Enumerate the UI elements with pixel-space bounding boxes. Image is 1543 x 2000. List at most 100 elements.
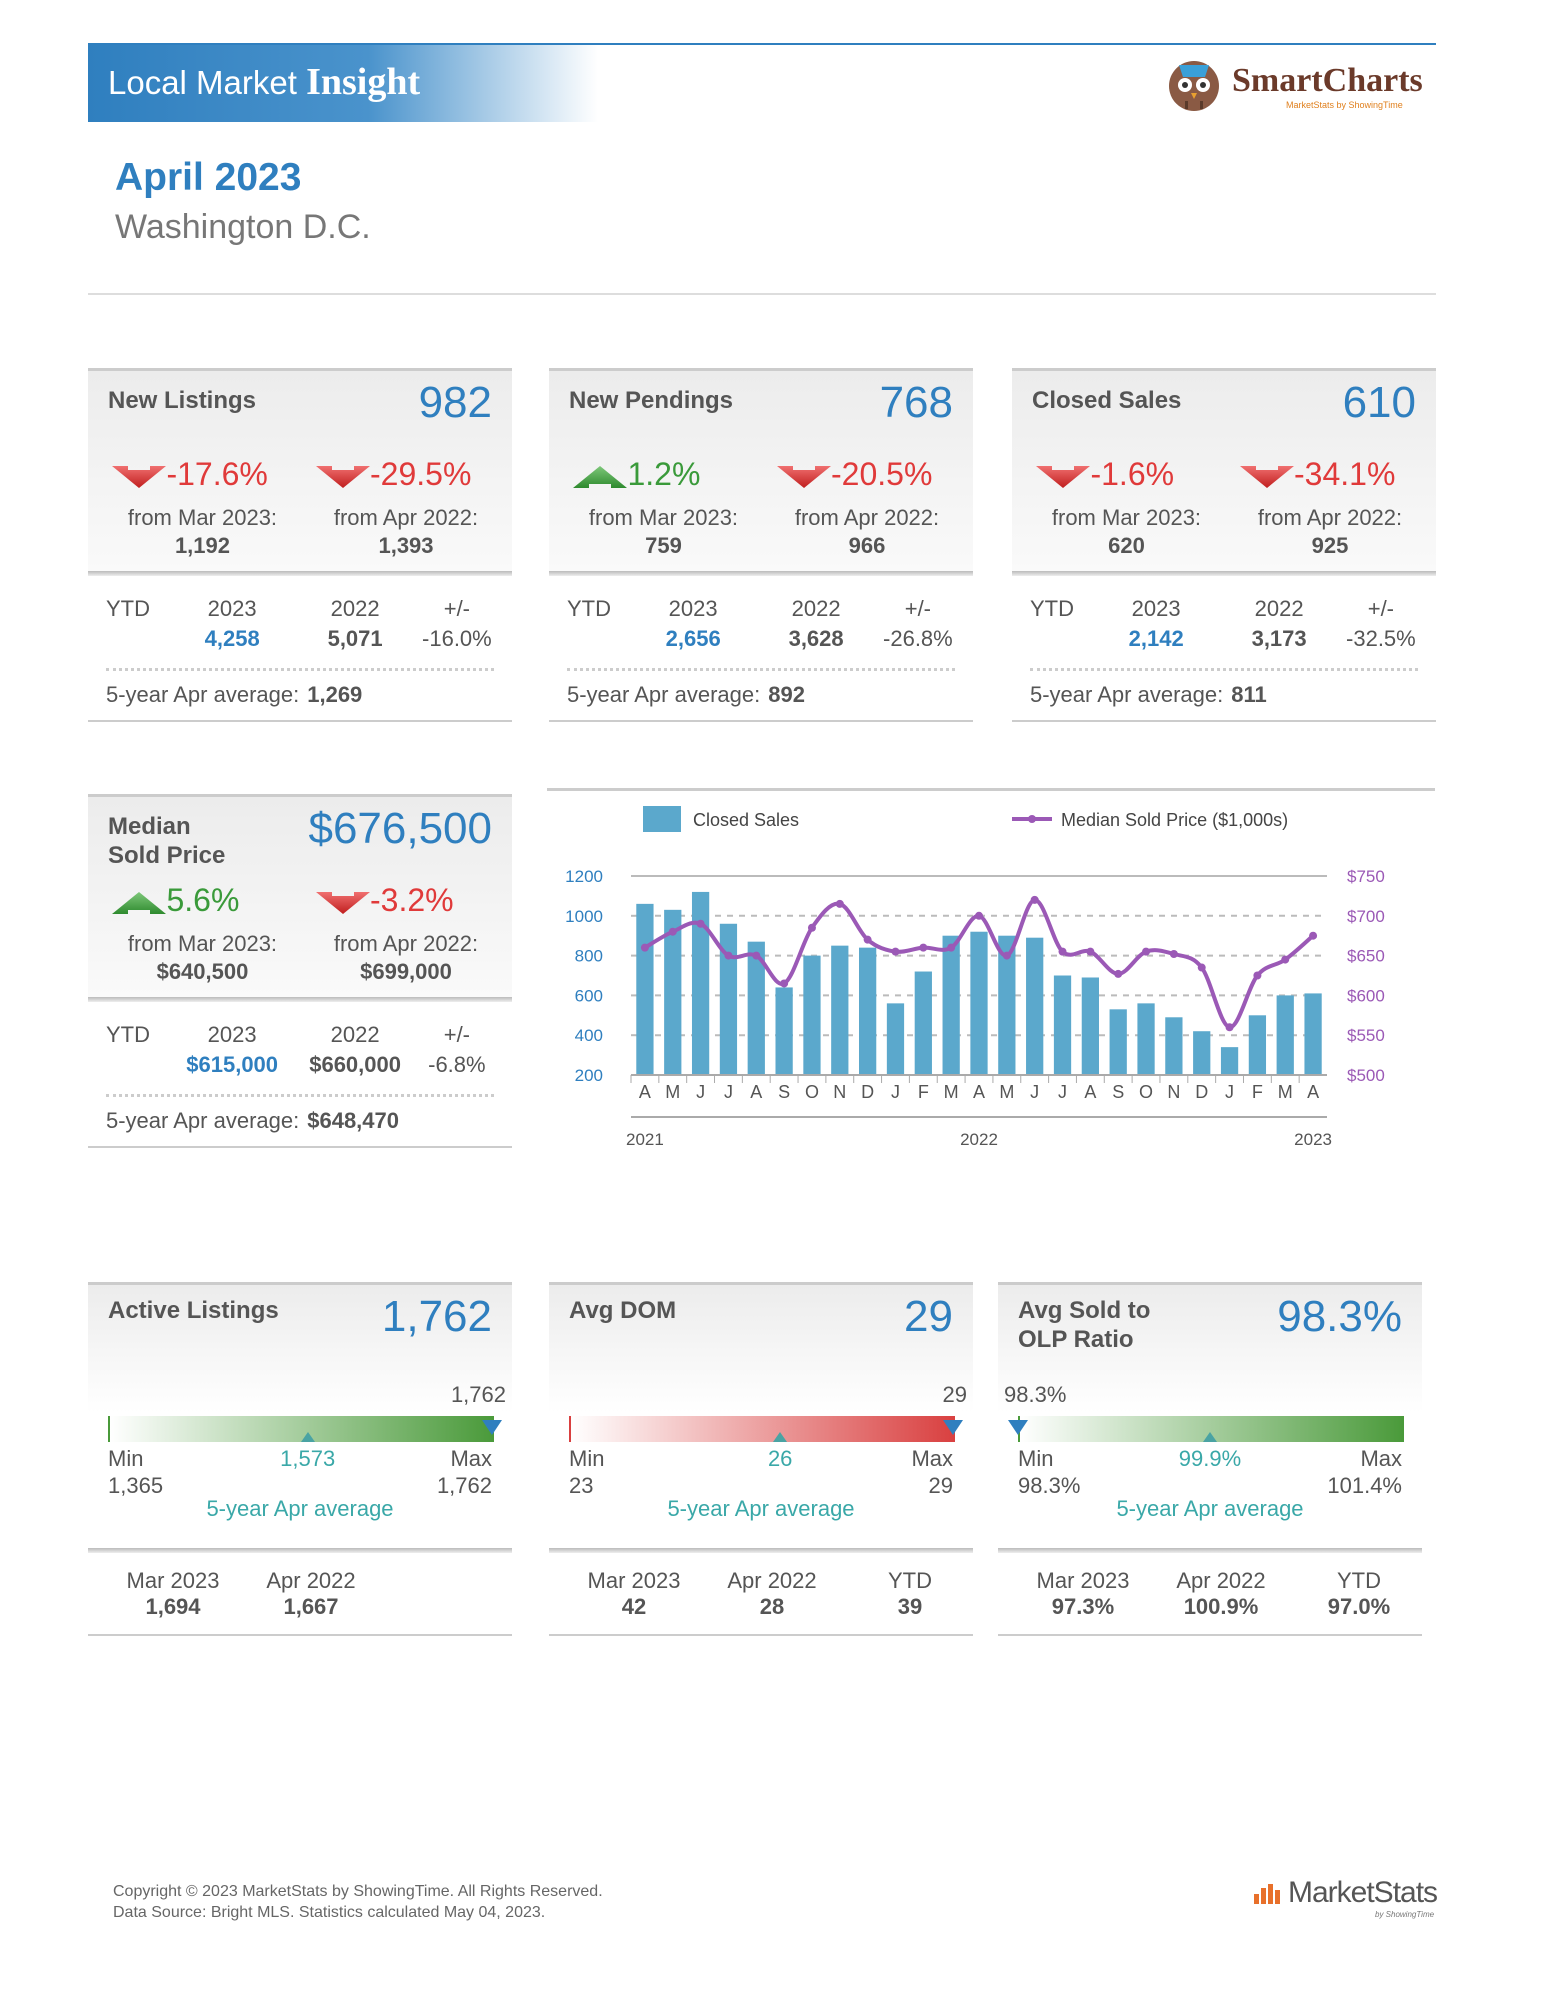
report-month: April 2023 — [115, 156, 302, 199]
point-median-sold-price — [1142, 947, 1151, 956]
average-label: 5-year Apr average: — [1030, 682, 1224, 707]
change-value: 966 — [848, 533, 886, 558]
gauge-label-line: Avg Sold to — [1018, 1297, 1151, 1324]
ytd-header: 2023 — [668, 596, 718, 621]
y-tick-label: 600 — [575, 986, 603, 1005]
owl-logo-icon — [1165, 55, 1223, 113]
change-label: from Apr 2022: — [333, 505, 479, 530]
closed-sales-chart: Closed Sales Median Sold Price ($1,000s) 2… — [565, 806, 1385, 1149]
gauge-value: 29 — [904, 1292, 953, 1341]
point-median-sold-price — [752, 951, 761, 960]
arrow-up-icon — [571, 464, 629, 490]
point-median-sold-price — [975, 911, 983, 920]
year-label: 2021 — [626, 1130, 664, 1149]
gauge-bottom-rule — [998, 1634, 1422, 1636]
ytd-value: -32.5% — [1346, 626, 1416, 651]
footer-stat-value: 97.0% — [1327, 1594, 1391, 1619]
change-percent: -29.5% — [370, 456, 472, 492]
arrow-down-icon — [110, 464, 168, 490]
footer-stat-label: Mar 2023 — [126, 1568, 220, 1593]
gauge-value: 1,762 — [381, 1292, 492, 1341]
x-tick-label: J — [891, 1082, 900, 1102]
gauge-header — [998, 1282, 1422, 1413]
point-median-sold-price — [1309, 931, 1318, 940]
average-triangle-icon — [300, 1430, 316, 1448]
ytd-value: 3,173 — [1251, 626, 1307, 651]
x-tick-label: N — [833, 1082, 846, 1102]
chart-panel: Closed Sales Median Sold Price ($1,000s) 2… — [547, 788, 1435, 1224]
arrow-down-icon — [1238, 464, 1296, 490]
ytd-header: +/- — [443, 1022, 471, 1047]
bar-closed-sales — [859, 947, 877, 1075]
card-bottom-rule — [88, 1146, 512, 1148]
footer-stat-value: 42 — [621, 1594, 647, 1619]
card-separator — [549, 571, 973, 576]
bar-closed-sales — [1220, 1047, 1239, 1075]
card-label: Closed Sales — [1032, 387, 1182, 414]
footer-stat-label: Mar 2023 — [587, 1568, 681, 1593]
x-tick-label: J — [696, 1082, 705, 1102]
max-value: 1,762 — [436, 1473, 492, 1498]
arrow-down-icon — [775, 464, 833, 490]
change-value: 1,393 — [378, 533, 434, 558]
change-value: $699,000 — [360, 959, 452, 984]
point-median-sold-price — [947, 943, 956, 952]
gauge-separator — [88, 1548, 512, 1553]
card-label: Median Sold Price — [108, 812, 225, 870]
gauge-value: 98.3% — [1277, 1292, 1402, 1341]
x-tick-label: M — [999, 1082, 1014, 1102]
point-median-sold-price — [1197, 963, 1206, 972]
bar-closed-sales — [970, 931, 988, 1075]
gauge-header — [88, 1282, 512, 1413]
x-tick-label: A — [1307, 1082, 1319, 1102]
bar-closed-sales — [831, 945, 849, 1075]
card-separator — [88, 997, 512, 1002]
footer-stat-value: 97.3% — [1051, 1594, 1115, 1619]
ytd-value: 2,656 — [665, 626, 721, 651]
bar-closed-sales — [998, 935, 1016, 1075]
average-value: 811 — [1231, 682, 1267, 707]
ytd-header: 2022 — [1254, 596, 1304, 621]
point-median-sold-price — [1169, 950, 1178, 959]
change-label: from Mar 2023: — [127, 931, 278, 956]
bar-closed-sales — [803, 955, 821, 1075]
header-title: Local Market Insight — [108, 61, 421, 103]
card-value: 768 — [879, 378, 953, 427]
ytd-header: +/- — [443, 596, 471, 621]
gauge-label: Active Listings — [108, 1296, 279, 1325]
average-triangle-icon — [1202, 1430, 1218, 1448]
dotted-divider — [1030, 668, 1418, 671]
gauge-separator — [998, 1548, 1422, 1553]
bar-closed-sales — [1193, 1031, 1211, 1075]
marketstats-logo-icon — [1252, 1880, 1284, 1906]
average-value: 1,573 — [280, 1446, 336, 1471]
ytd-label: YTD — [106, 1022, 150, 1047]
x-tick-label: O — [1139, 1082, 1153, 1102]
footer-logo-sub: by ShowingTime — [1375, 1910, 1435, 1919]
footer-copyright: Copyright © 2023 MarketStats by ShowingT… — [113, 1883, 603, 1900]
card-bottom-rule — [1012, 720, 1436, 722]
x-tick-label: O — [805, 1082, 819, 1102]
bar-closed-sales — [1026, 937, 1044, 1075]
point-median-sold-price — [1086, 947, 1095, 956]
brand-name: SmartCharts — [1232, 62, 1423, 99]
dotted-divider — [567, 668, 955, 671]
average-label: 5-year Apr average: — [106, 682, 300, 707]
min-label: Min — [1018, 1446, 1054, 1471]
bar-closed-sales — [886, 1003, 905, 1075]
divider — [88, 293, 1436, 295]
footer-stat-label: Apr 2022 — [727, 1568, 817, 1593]
card-label: New Listings — [108, 387, 257, 414]
y2-tick-label: $750 — [1347, 867, 1385, 886]
average-value: 892 — [768, 682, 805, 707]
x-tick-label: M — [1278, 1082, 1293, 1102]
five-year-average: 5-year Apr average: $648,470 — [106, 1108, 399, 1134]
x-tick-label: S — [778, 1082, 790, 1102]
ytd-value: 2,142 — [1128, 626, 1184, 651]
footer-stat-label: Mar 2023 — [1036, 1568, 1130, 1593]
bar-closed-sales — [1276, 995, 1294, 1075]
footer-stat-value: 1,694 — [145, 1594, 201, 1619]
ytd-value: 3,628 — [788, 626, 844, 651]
year-label: 2022 — [960, 1130, 998, 1149]
footer-stat-label: YTD — [1337, 1568, 1381, 1593]
